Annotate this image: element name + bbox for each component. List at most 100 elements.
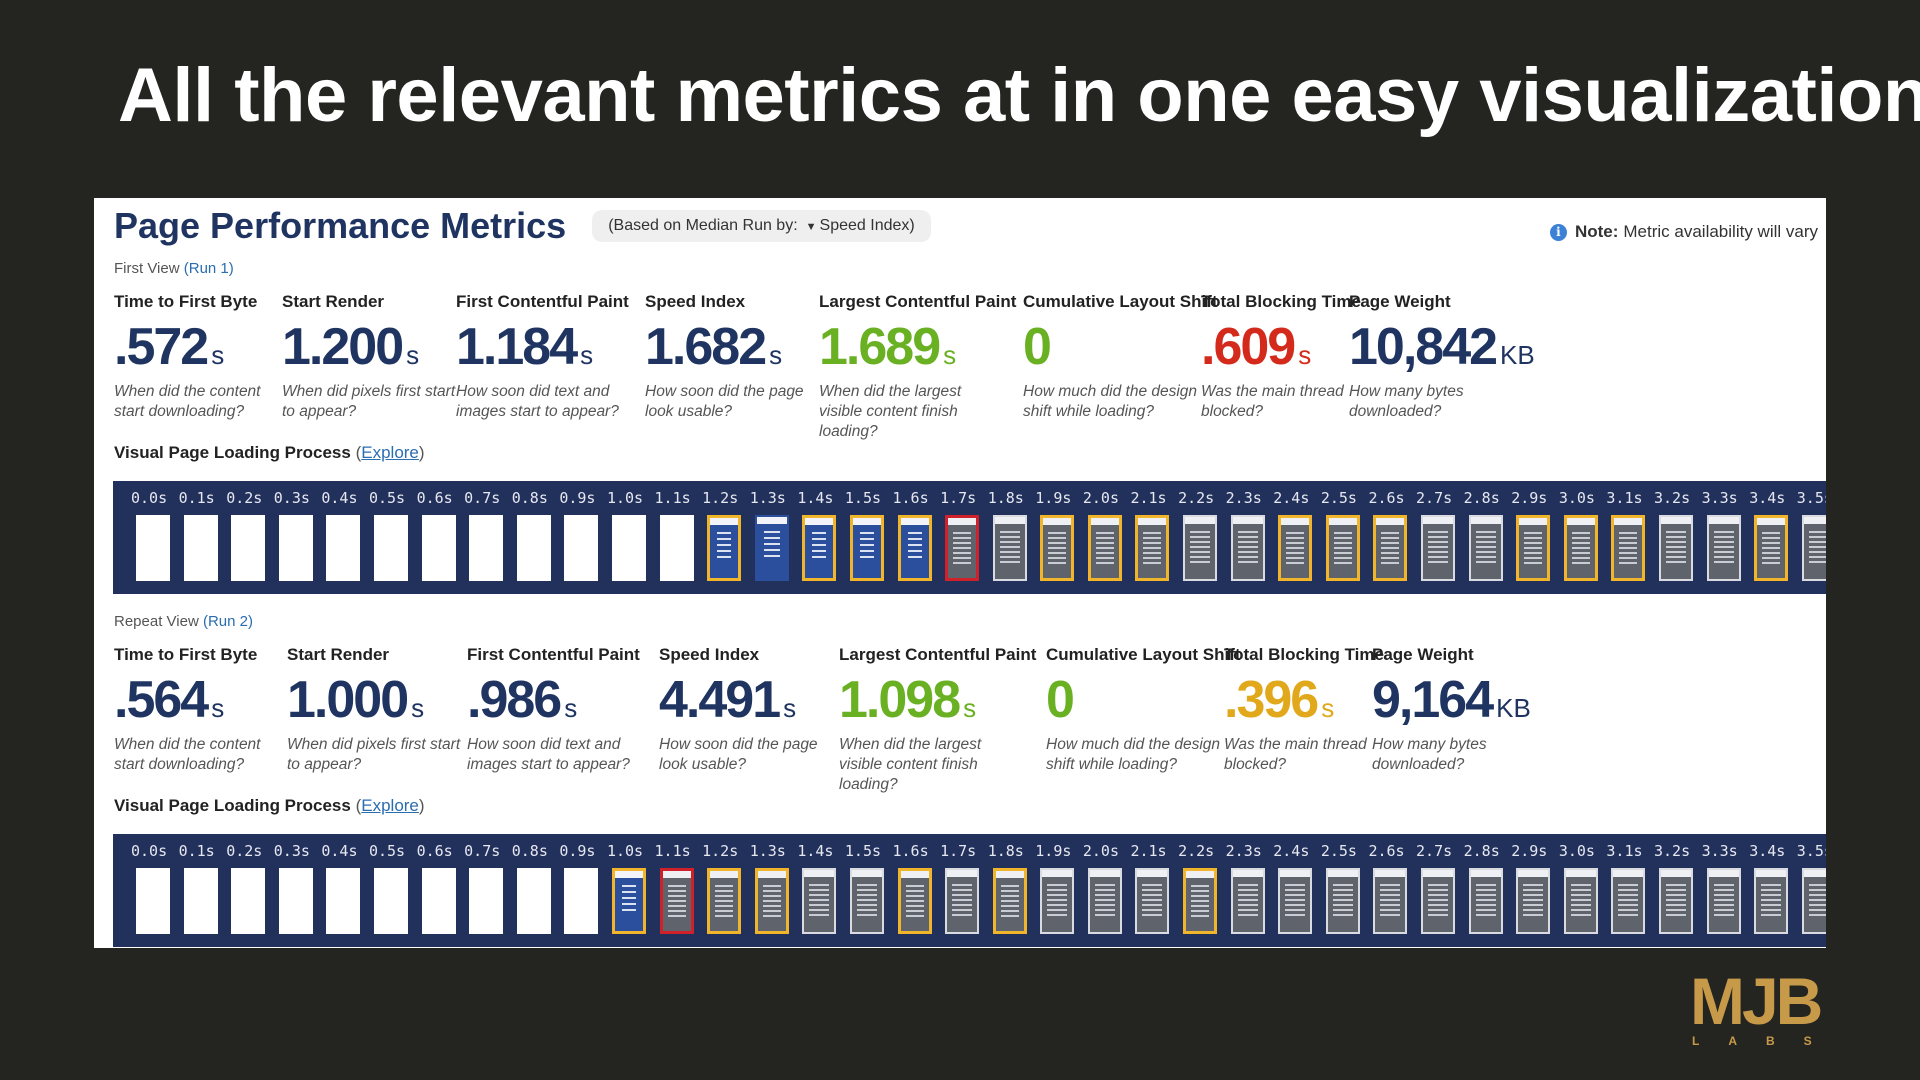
filmstrip-frame[interactable]: 1.9s — [1035, 834, 1085, 947]
metric-number: .564 — [114, 671, 209, 729]
filmstrip-frame[interactable]: 0.2s — [226, 834, 276, 947]
filmstrip-frame[interactable]: 2.8s — [1464, 481, 1514, 594]
filmstrip-frame[interactable]: 0.3s — [274, 834, 324, 947]
filmstrip-frame[interactable]: 2.3s — [1226, 481, 1276, 594]
filmstrip-frame[interactable]: 2.3s — [1226, 834, 1276, 947]
filmstrip-frame[interactable]: 1.3s — [750, 481, 800, 594]
metric-number: 4.491 — [659, 671, 781, 729]
filmstrip-frame[interactable]: 1.5s — [845, 481, 895, 594]
explore-link[interactable]: Explore — [361, 796, 419, 815]
filmstrip-frame[interactable]: 3.2s — [1654, 834, 1704, 947]
frame-timestamp: 3.5s — [1796, 842, 1826, 860]
frame-thumbnail — [754, 868, 789, 934]
metric-speed-index: Speed Index 1.682 s How soon did the page l… — [645, 292, 823, 422]
filmstrip-frame[interactable]: 1.9s — [1035, 481, 1085, 594]
filmstrip-frame[interactable]: 3.4s — [1749, 834, 1799, 947]
filmstrip-frame[interactable]: 1.3s — [750, 834, 800, 947]
filmstrip-frame[interactable]: 1.7s — [940, 481, 990, 594]
filmstrip-frame[interactable]: 3.1s — [1606, 481, 1656, 594]
filmstrip-frame[interactable]: 0.4s — [321, 481, 371, 594]
metric-description: When did pixels first start to appear? — [282, 383, 456, 420]
filmstrip-frame[interactable]: 3.0s — [1559, 834, 1609, 947]
metric-name: First Contentful Paint — [456, 292, 629, 311]
filmstrip-frame[interactable]: 2.4s — [1273, 834, 1323, 947]
filmstrip-frame[interactable]: 1.7s — [940, 834, 990, 947]
filmstrip-frame[interactable]: 0.5s — [369, 834, 419, 947]
logo-subtitle: LABS — [1692, 1034, 1841, 1048]
filmstrip-frame[interactable]: 0.7s — [464, 834, 514, 947]
filmstrip-frame[interactable]: 2.9s — [1511, 834, 1561, 947]
vplp-heading: Visual Page Loading Process (Explore) — [114, 443, 425, 462]
slide-title: All the relevant metrics at in one easy … — [118, 53, 1920, 138]
filmstrip-frame[interactable]: 1.6s — [893, 834, 943, 947]
frame-timestamp: 2.4s — [1273, 842, 1310, 860]
panel-header: Page Performance Metrics (Based on Media… — [114, 198, 931, 254]
filmstrip-frame[interactable]: 1.4s — [797, 834, 847, 947]
median-run-selector[interactable]: (Based on Median Run by: ▼ Speed Index) — [592, 210, 931, 242]
filmstrip-frame[interactable]: 2.4s — [1273, 481, 1323, 594]
filmstrip-frame[interactable]: 2.0s — [1083, 481, 1133, 594]
frame-thumbnail — [945, 868, 980, 934]
frame-timestamp: 3.2s — [1654, 842, 1691, 860]
filmstrip-frame[interactable]: 2.7s — [1416, 834, 1466, 947]
explore-link[interactable]: Explore — [361, 443, 419, 462]
filmstrip-frame[interactable]: 0.7s — [464, 481, 514, 594]
filmstrip-frame[interactable]: 0.9s — [559, 481, 609, 594]
filmstrip-frame[interactable]: 0.1s — [179, 481, 229, 594]
filmstrip-frame[interactable]: 2.0s — [1083, 834, 1133, 947]
metric-number: 1.689 — [819, 318, 941, 376]
filmstrip-frame[interactable]: 1.4s — [797, 481, 847, 594]
metric-first-contentful-paint: First Contentful Paint 1.184 s How soon did… — [456, 292, 634, 422]
filmstrip-frame[interactable]: 2.6s — [1368, 834, 1418, 947]
filmstrip-frame[interactable]: 0.3s — [274, 481, 324, 594]
filmstrip-frame[interactable]: 0.0s — [131, 481, 181, 594]
filmstrip-frame[interactable]: 0.6s — [417, 834, 467, 947]
filmstrip-frame[interactable]: 1.1s — [655, 834, 705, 947]
filmstrip-frame[interactable]: 0.6s — [417, 481, 467, 594]
filmstrip-frame[interactable]: 2.6s — [1368, 481, 1418, 594]
filmstrip-frame[interactable]: 2.1s — [1130, 481, 1180, 594]
filmstrip-frame[interactable]: 0.2s — [226, 481, 276, 594]
filmstrip-frame[interactable]: 0.9s — [559, 834, 609, 947]
filmstrip-frame[interactable]: 1.8s — [988, 834, 1038, 947]
filmstrip-frame[interactable]: 1.1s — [655, 481, 705, 594]
filmstrip-frame[interactable]: 1.2s — [702, 481, 752, 594]
filmstrip-frame[interactable]: 1.0s — [607, 834, 657, 947]
filmstrip-frame[interactable]: 0.8s — [512, 481, 562, 594]
frame-thumbnail — [564, 515, 599, 581]
filmstrip-frame[interactable]: 3.2s — [1654, 481, 1704, 594]
filmstrip-frame[interactable]: 3.1s — [1606, 834, 1656, 947]
filmstrip-frame[interactable]: 3.4s — [1749, 481, 1799, 594]
filmstrip-frame[interactable]: 0.8s — [512, 834, 562, 947]
filmstrip-frame[interactable]: 0.1s — [179, 834, 229, 947]
filmstrip-frame[interactable]: 3.5s — [1797, 481, 1826, 594]
run-link[interactable]: (Run 2) — [202, 613, 253, 630]
filmstrip-frame[interactable]: 1.8s — [988, 481, 1038, 594]
run-link[interactable]: (Run 1) — [183, 260, 234, 277]
filmstrip-frame[interactable]: 2.9s — [1511, 481, 1561, 594]
filmstrip-frame[interactable]: 2.5s — [1321, 481, 1371, 594]
filmstrip-frame[interactable]: 2.8s — [1464, 834, 1514, 947]
filmstrip-frame[interactable]: 1.6s — [893, 481, 943, 594]
filmstrip[interactable]: 0.0s 0.1s 0.2s 0.3s 0.4s 0.5s 0.6s 0.7s 0.8s 0.9s… — [113, 834, 1826, 947]
filmstrip-frame[interactable]: 0.0s — [131, 834, 181, 947]
filmstrip-frame[interactable]: 3.3s — [1702, 834, 1752, 947]
filmstrip-frame[interactable]: 2.1s — [1130, 834, 1180, 947]
filmstrip-frame[interactable]: 3.0s — [1559, 481, 1609, 594]
filmstrip-frame[interactable]: 0.4s — [321, 834, 371, 947]
filmstrip[interactable]: 0.0s 0.1s 0.2s 0.3s 0.4s 0.5s 0.6s 0.7s 0.8s 0.9s… — [113, 481, 1826, 594]
filmstrip-frame[interactable]: 2.7s — [1416, 481, 1466, 594]
filmstrip-frame[interactable]: 3.5s — [1796, 834, 1826, 947]
frame-thumbnail — [231, 515, 266, 581]
filmstrip-frame[interactable]: 1.0s — [607, 481, 657, 594]
frame-timestamp: 2.4s — [1273, 489, 1310, 507]
filmstrip-frame[interactable]: 1.5s — [845, 834, 895, 947]
filmstrip-frame[interactable]: 2.2s — [1178, 481, 1228, 594]
filmstrip-frame[interactable]: 2.5s — [1321, 834, 1371, 947]
frame-thumbnail — [1754, 515, 1789, 581]
frame-thumbnail — [707, 515, 742, 581]
filmstrip-frame[interactable]: 1.2s — [702, 834, 752, 947]
filmstrip-frame[interactable]: 3.3s — [1702, 481, 1752, 594]
filmstrip-frame[interactable]: 0.5s — [369, 481, 419, 594]
filmstrip-frame[interactable]: 2.2s — [1178, 834, 1228, 947]
